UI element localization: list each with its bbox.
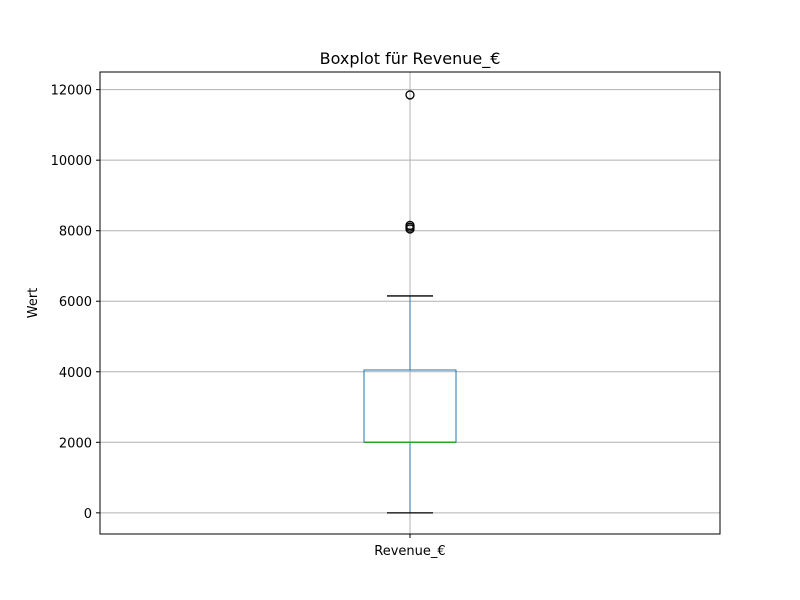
y-tick-label: 0 — [84, 507, 92, 522]
y-tick-label: 10000 — [51, 154, 92, 169]
x-axis-ticks: Revenue_€ — [374, 534, 446, 559]
chart-title: Boxplot für Revenue_€ — [320, 49, 501, 69]
y-axis-ticks: 0 2000 4000 6000 8000 10000 12000 — [51, 84, 100, 522]
y-axis-label: Wert — [26, 288, 41, 319]
y-tick-label: 6000 — [59, 295, 92, 310]
outlier-point — [405, 220, 415, 231]
x-tick-label: Revenue_€ — [374, 544, 445, 559]
y-tick-label: 12000 — [51, 84, 92, 99]
outlier-point — [405, 90, 415, 100]
y-tick-label: 4000 — [59, 366, 92, 381]
y-tick-label: 8000 — [59, 225, 92, 240]
plot-layer — [363, 90, 457, 514]
y-tick-label: 2000 — [59, 436, 92, 451]
